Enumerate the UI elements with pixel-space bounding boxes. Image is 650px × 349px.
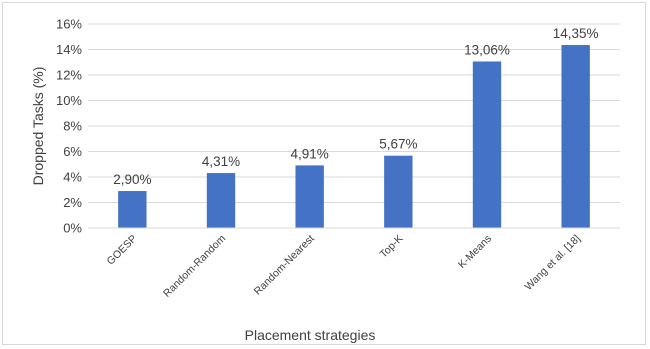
gridlines (88, 23, 620, 203)
y-axis-ticks: 0% 2% 4% 6% 8% 10% 12% 14% 16% (56, 17, 82, 236)
data-label: 4,91% (291, 146, 329, 161)
bars (118, 45, 590, 228)
chart-frame (2, 2, 646, 345)
x-category-label: K-Means (456, 233, 494, 271)
y-tick-label: 4% (63, 170, 82, 185)
y-tick-label: 12% (56, 68, 82, 83)
bar (561, 45, 590, 228)
bar (295, 165, 324, 228)
x-category-label: Wang et al. [18] (523, 233, 583, 293)
data-label: 4,31% (202, 154, 240, 169)
data-label: 14,35% (553, 26, 599, 41)
y-tick-label: 6% (63, 144, 82, 159)
y-tick-label: 8% (63, 119, 82, 134)
bar (118, 191, 147, 228)
y-tick-label: 2% (63, 195, 82, 210)
y-tick-label: 14% (56, 42, 82, 57)
data-label: 13,06% (464, 42, 510, 57)
x-category-label: Top-K (378, 233, 406, 261)
data-label: 5,67% (379, 137, 417, 152)
x-axis-categories: GOESP Random-Random Random-Nearest Top-K K-M… (105, 232, 583, 299)
x-category-label: Random-Random (161, 232, 228, 299)
bar (384, 155, 413, 228)
y-axis-title: Dropped Tasks (%) (30, 67, 46, 186)
data-labels: 2,90% 4,31% 4,91% 5,67% 13,06% 14,35% (113, 26, 598, 187)
x-category-label: GOESP (105, 233, 140, 268)
y-tick-label: 0% (63, 221, 82, 236)
x-category-label: Random-Nearest (252, 233, 317, 298)
y-tick-label: 16% (56, 17, 82, 32)
bar (472, 61, 502, 228)
x-axis-title: Placement strategies (245, 327, 376, 343)
y-tick-label: 10% (56, 93, 82, 108)
bar (206, 173, 236, 228)
data-label: 2,90% (113, 172, 151, 187)
